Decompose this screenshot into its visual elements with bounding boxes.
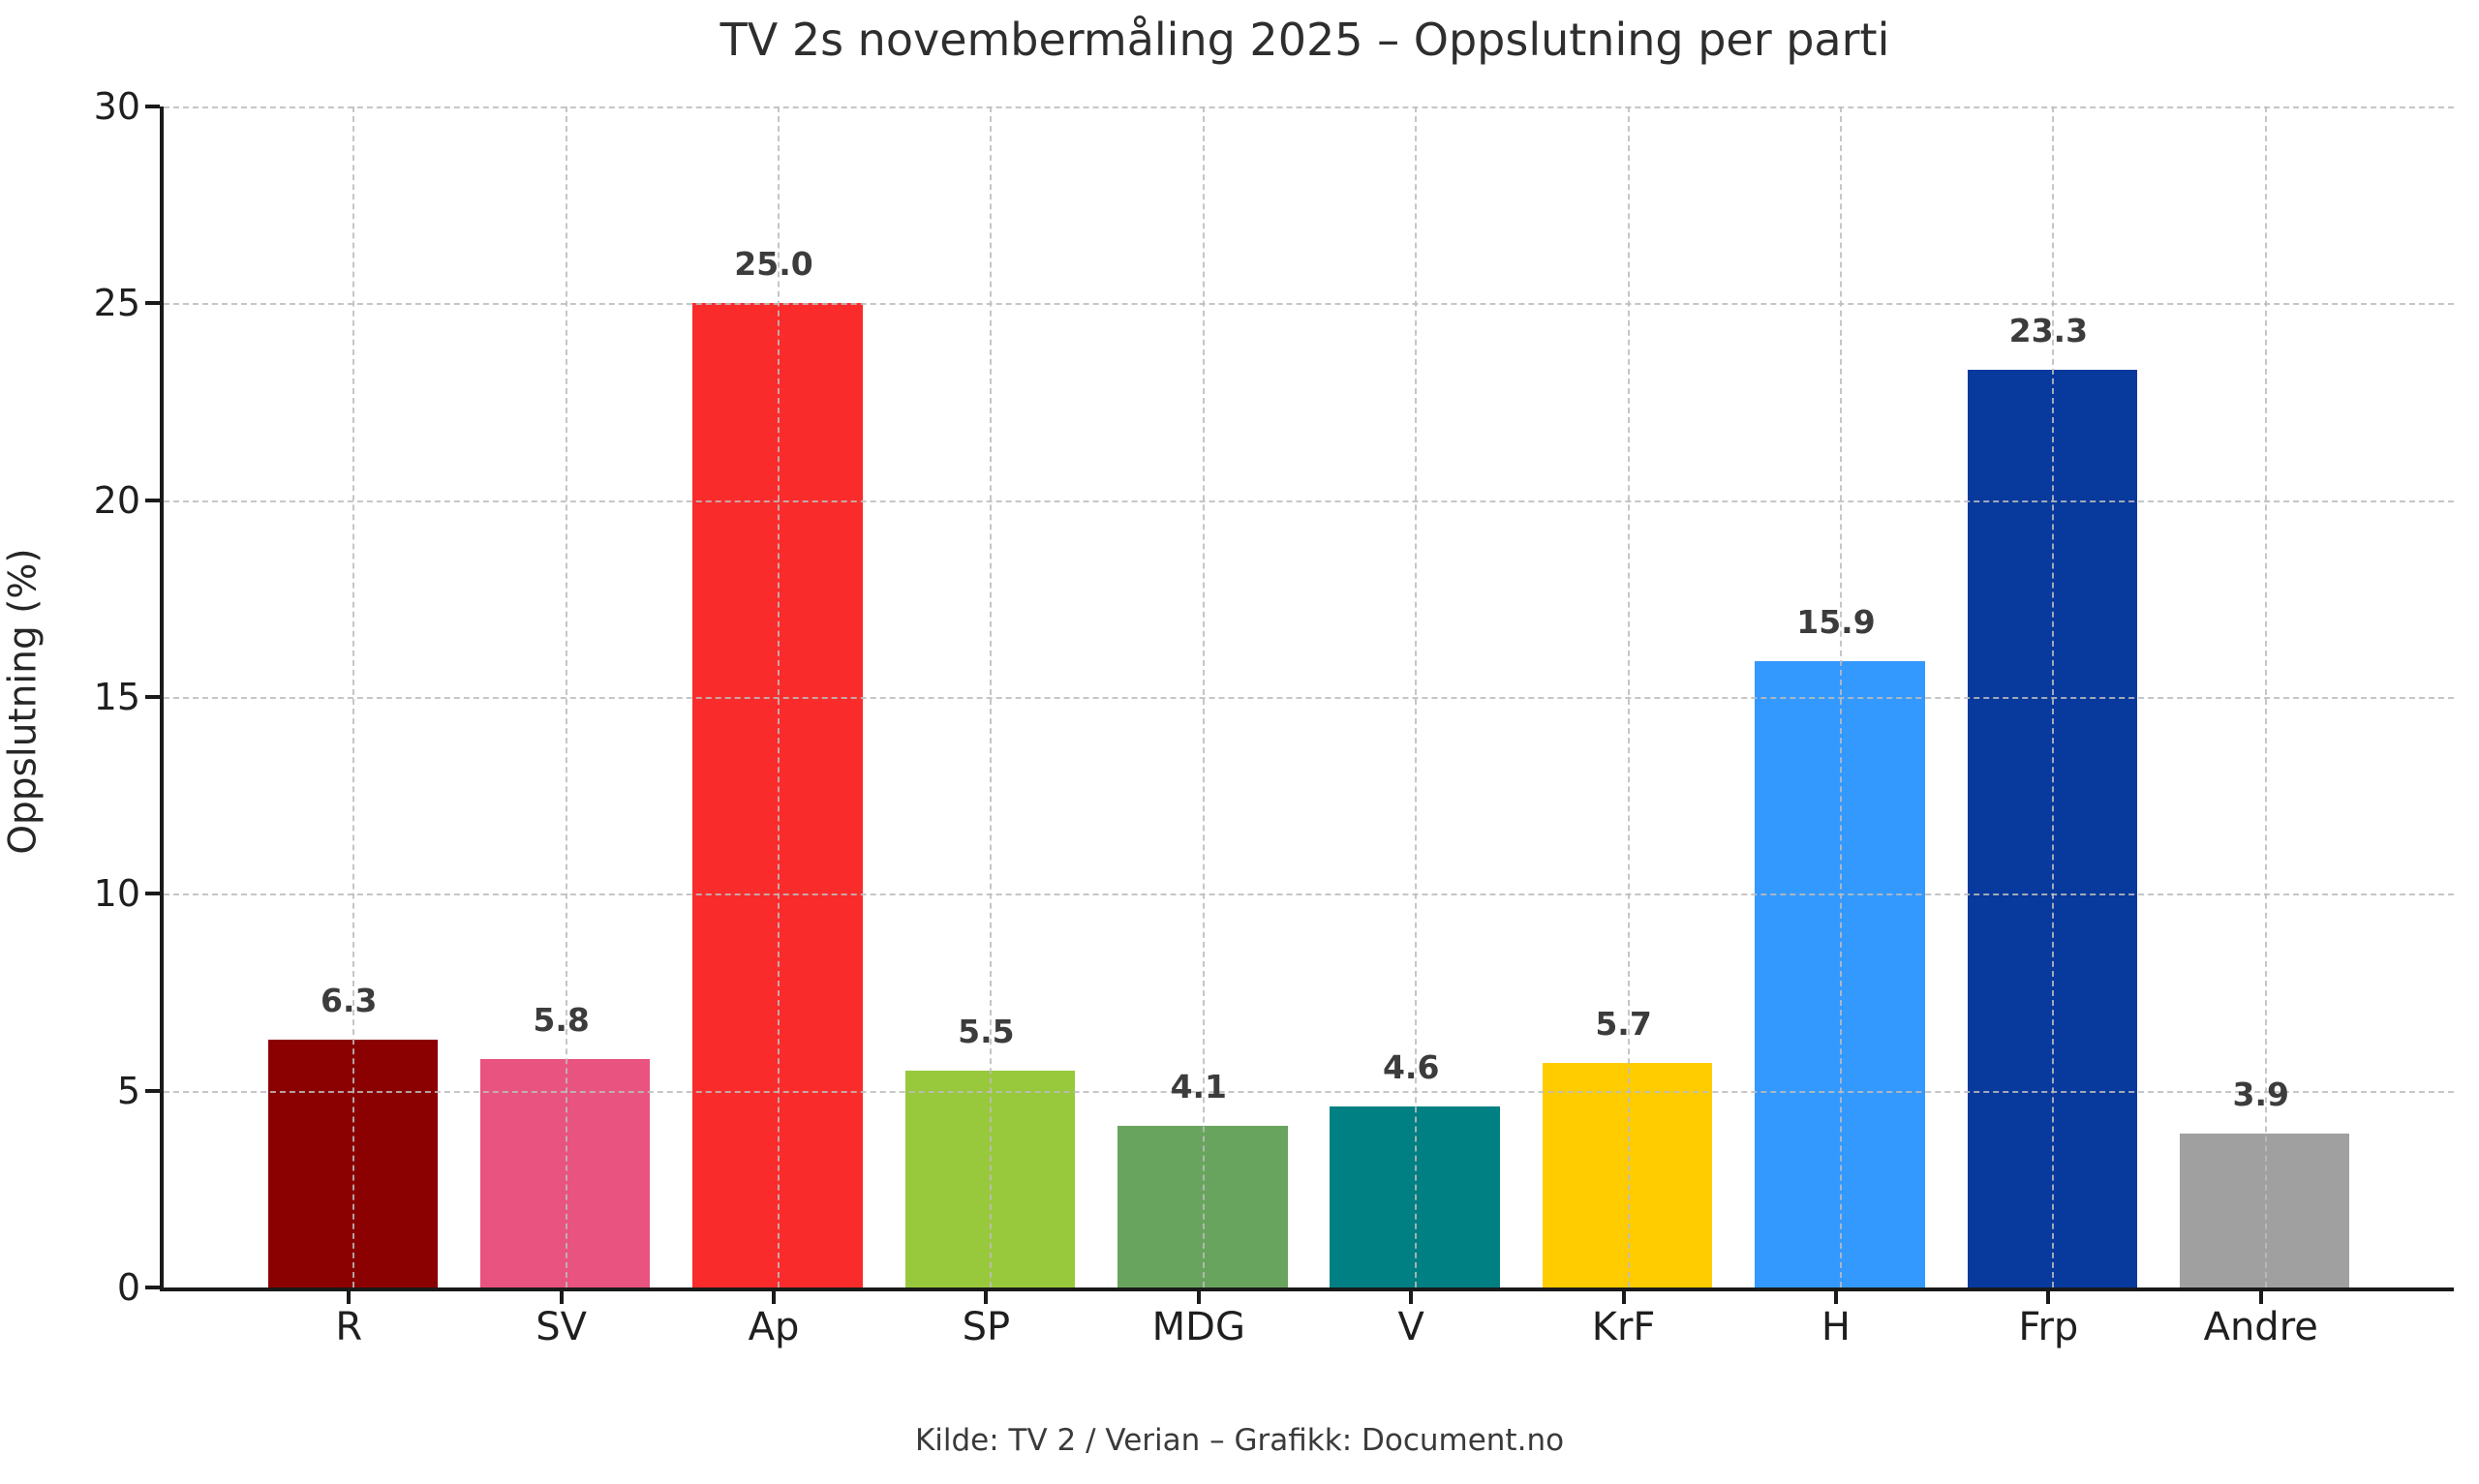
x-tick-label-Andre: Andre	[2203, 1305, 2318, 1349]
y-tick-mark-10	[145, 892, 160, 896]
h-gridline-25	[164, 303, 2454, 306]
y-tick-label-25: 25	[93, 282, 140, 325]
h-gridline-10	[164, 893, 2454, 896]
source-note: Kilde: TV 2 / Verian – Grafikk: Document…	[914, 1423, 1565, 1458]
bar-SV	[479, 1059, 651, 1287]
bar-value-label-SP: 5.5	[958, 1013, 1015, 1051]
v-gridline-Frp	[2052, 106, 2055, 1287]
x-tick-mark-SV	[559, 1291, 564, 1304]
y-tick-label-30: 30	[93, 85, 140, 128]
y-tick-label-5: 5	[116, 1069, 140, 1112]
y-tick-label-10: 10	[93, 872, 140, 916]
bar-value-label-R: 6.3	[321, 981, 378, 1019]
x-tick-label-SP: SP	[962, 1305, 1011, 1349]
v-gridline-H	[1839, 106, 1842, 1287]
bar-value-label-Ap: 25.0	[734, 245, 813, 284]
v-gridline-V	[1415, 106, 1418, 1287]
x-tick-mark-H	[1833, 1291, 1838, 1304]
h-gridline-15	[164, 697, 2454, 699]
x-tick-label-Ap: Ap	[748, 1305, 800, 1349]
h-gridline-5	[164, 1090, 2454, 1093]
x-tick-mark-Andre	[2258, 1291, 2263, 1304]
v-gridline-Andre	[2264, 106, 2267, 1287]
x-tick-mark-Frp	[2046, 1291, 2051, 1304]
v-gridline-MDG	[1202, 106, 1205, 1287]
bar-value-label-MDG: 4.1	[1170, 1068, 1228, 1106]
bar-value-label-H: 15.9	[1796, 603, 1876, 642]
x-tick-mark-R	[347, 1291, 352, 1304]
y-tick-label-0: 0	[116, 1266, 140, 1309]
y-tick-label-15: 15	[93, 676, 140, 718]
x-tick-label-SV: SV	[536, 1305, 588, 1349]
bar-value-label-Andre: 3.9	[2232, 1075, 2289, 1114]
bar-H	[1755, 661, 1925, 1287]
bar-KrF	[1542, 1063, 1713, 1287]
x-tick-mark-SP	[984, 1291, 989, 1304]
v-gridline-SP	[990, 106, 993, 1287]
plot-area	[160, 106, 2454, 1291]
x-tick-mark-MDG	[1196, 1291, 1201, 1304]
chart-title: TV 2s novembermåling 2025 – Oppslutning …	[719, 14, 1890, 66]
v-gridline-SV	[565, 106, 567, 1287]
v-gridline-R	[352, 106, 355, 1287]
y-tick-mark-15	[145, 695, 160, 699]
h-gridline-20	[164, 500, 2454, 502]
x-tick-label-Frp: Frp	[2018, 1305, 2079, 1349]
v-gridline-KrF	[1627, 106, 1630, 1287]
y-tick-mark-20	[145, 498, 160, 502]
bar-value-label-Frp: 23.3	[2008, 312, 2089, 350]
x-tick-mark-Ap	[772, 1291, 777, 1304]
bar-value-label-SV: 5.8	[533, 1001, 590, 1040]
x-tick-mark-KrF	[1621, 1291, 1626, 1304]
x-tick-label-MDG: MDG	[1151, 1305, 1245, 1349]
bar-value-label-V: 4.6	[1382, 1047, 1440, 1086]
v-gridline-Ap	[778, 106, 780, 1287]
y-tick-mark-30	[145, 105, 160, 108]
y-tick-mark-0	[145, 1286, 160, 1289]
y-tick-mark-5	[145, 1088, 160, 1093]
x-tick-label-H: H	[1821, 1305, 1852, 1349]
x-tick-label-KrF: KrF	[1591, 1305, 1656, 1349]
bar-value-label-KrF: 5.7	[1595, 1005, 1652, 1044]
y-tick-mark-25	[145, 301, 160, 306]
h-gridline-30	[164, 106, 2454, 108]
x-tick-label-R: R	[335, 1305, 363, 1349]
x-tick-mark-V	[1409, 1291, 1414, 1304]
y-tick-label-20: 20	[93, 478, 140, 522]
x-tick-label-V: V	[1397, 1305, 1424, 1349]
